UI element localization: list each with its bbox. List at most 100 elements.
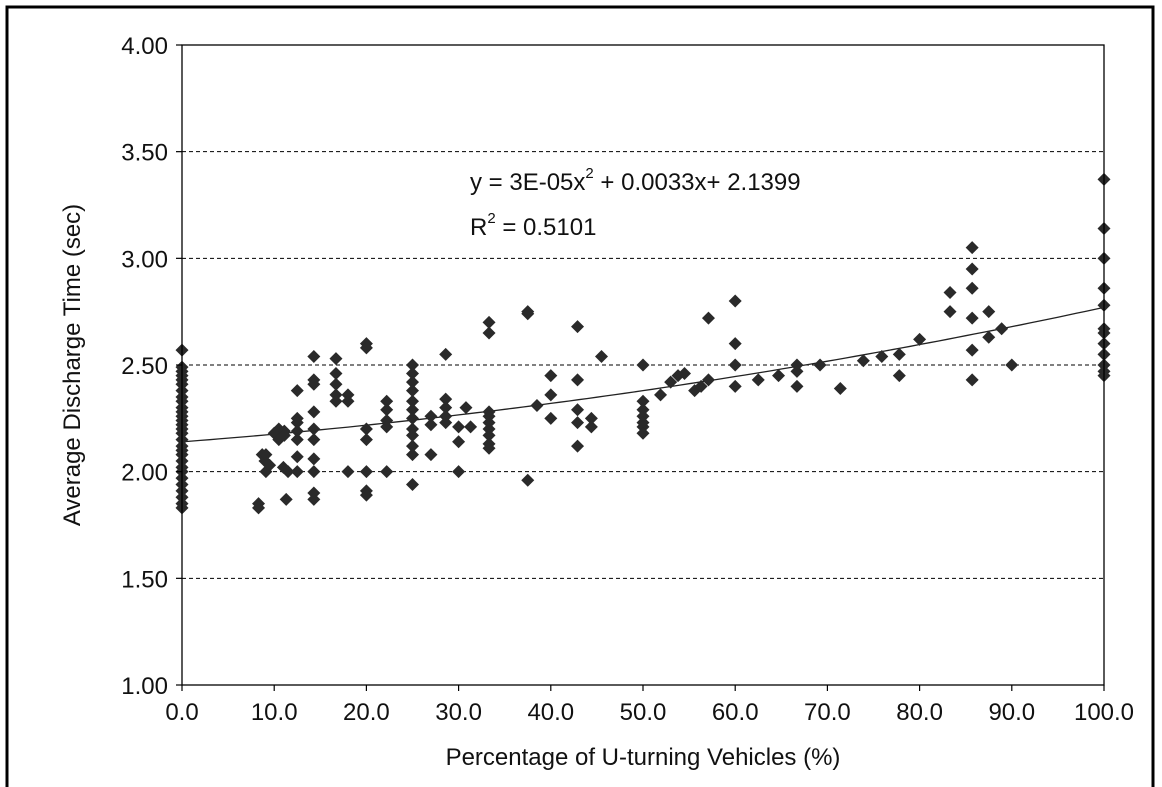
data-point-83	[406, 375, 419, 389]
data-point-73	[359, 465, 373, 479]
y-tick-label-3: 2.50	[121, 353, 168, 380]
data-point-124	[571, 403, 585, 417]
data-point-34	[263, 458, 277, 472]
data-point-105	[464, 420, 478, 434]
x-tick-label-10: 100.0	[1074, 699, 1134, 726]
data-point-41	[277, 428, 291, 442]
data-point-112	[482, 428, 496, 442]
data-point-89	[406, 428, 419, 442]
data-point-63	[329, 377, 343, 391]
data-point-80	[380, 465, 394, 479]
data-point-57	[307, 452, 321, 466]
data-point-67	[341, 394, 355, 408]
data-point-103	[452, 465, 466, 479]
data-point-169	[982, 305, 996, 319]
data-point-44	[290, 384, 304, 398]
data-point-158	[892, 347, 906, 361]
data-point-51	[307, 349, 321, 363]
data-point-92	[406, 477, 419, 491]
equation-label: y = 3E-05x2 + 0.0033x+ 2.1399	[470, 165, 801, 196]
trendline-group	[181, 306, 1105, 443]
data-point-30	[252, 501, 266, 515]
x-tick-label-3: 30.0	[435, 699, 482, 726]
data-point-91	[406, 448, 419, 462]
data-point-55	[307, 422, 321, 436]
x-tick-label-6: 60.0	[712, 699, 759, 726]
data-point-142	[694, 379, 708, 393]
x-tick-label-7: 70.0	[804, 699, 851, 726]
data-point-35	[259, 448, 273, 462]
x-tick-label-5: 50.0	[620, 699, 667, 726]
data-point-48	[290, 433, 304, 447]
data-point-149	[751, 373, 765, 387]
data-point-147	[728, 358, 742, 372]
data-point-126	[571, 439, 585, 453]
data-point-128	[584, 420, 598, 434]
data-point-145	[728, 294, 742, 308]
data-point-107	[482, 326, 496, 340]
r-squared-label: R2 = 0.5101	[470, 210, 596, 241]
data-point-127	[584, 411, 598, 425]
data-point-156	[856, 354, 870, 368]
data-point-155	[833, 381, 847, 395]
data-point-131	[636, 394, 650, 408]
data-point-153	[790, 379, 804, 393]
data-point-164	[965, 262, 979, 276]
data-point-97	[439, 392, 453, 406]
data-point-65	[329, 394, 343, 408]
data-point-143	[701, 311, 715, 325]
data-point-47	[290, 424, 304, 438]
data-point-98	[439, 401, 453, 415]
data-point-130	[636, 358, 650, 372]
y-tick-label-2: 2.00	[121, 460, 168, 487]
data-point-93	[424, 409, 438, 423]
data-point-53	[307, 377, 321, 391]
data-point-82	[406, 367, 419, 381]
data-point-102	[452, 435, 466, 449]
data-point-120	[544, 388, 558, 402]
data-point-163	[965, 241, 979, 255]
data-point-81	[406, 358, 419, 372]
data-point-116	[521, 307, 535, 321]
data-point-56	[307, 433, 321, 447]
data-point-58	[307, 465, 321, 479]
data-point-70	[359, 341, 373, 355]
data-point-42	[279, 492, 293, 506]
data-point-162	[943, 305, 957, 319]
data-point-71	[359, 422, 373, 436]
data-point-106	[482, 315, 496, 329]
data-point-140	[677, 367, 691, 381]
data-point-60	[307, 492, 321, 506]
data-point-152	[790, 364, 804, 378]
data-point-90	[406, 439, 419, 453]
data-point-165	[965, 281, 979, 295]
x-tick-label-9: 90.0	[988, 699, 1035, 726]
data-point-50	[290, 465, 304, 479]
data-point-75	[359, 488, 373, 502]
y-axis-title: Average Discharge Time (sec)	[59, 204, 86, 526]
data-point-87	[406, 411, 419, 425]
trendline	[181, 306, 1105, 443]
data-point-96	[439, 347, 453, 361]
data-point-117	[521, 473, 535, 487]
x-tick-label-2: 20.0	[343, 699, 390, 726]
x-tick-label-8: 80.0	[896, 699, 943, 726]
data-point-123	[571, 373, 585, 387]
y-tick-label-4: 3.00	[121, 246, 168, 273]
data-point-76	[380, 394, 394, 408]
data-point-166	[965, 311, 979, 325]
data-point-104	[459, 401, 473, 415]
data-points	[175, 172, 1111, 515]
data-point-86	[406, 403, 419, 417]
data-point-100	[439, 416, 453, 430]
data-point-118	[530, 399, 544, 413]
data-point-101	[452, 420, 466, 434]
data-point-129	[595, 349, 609, 363]
data-point-46	[290, 416, 304, 430]
data-point-146	[728, 337, 742, 351]
data-point-62	[329, 367, 343, 381]
data-point-137	[654, 388, 668, 402]
x-tick-label-1: 10.0	[251, 699, 298, 726]
data-point-61	[329, 352, 343, 366]
